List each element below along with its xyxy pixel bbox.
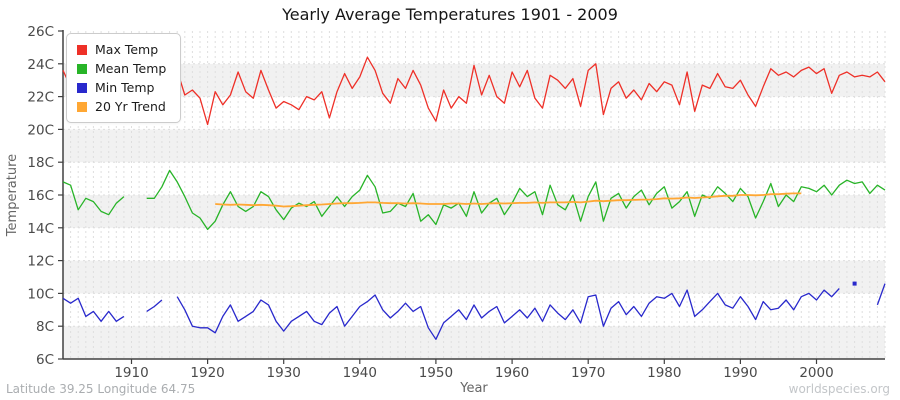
x-tick-label: 1910 <box>114 365 148 381</box>
x-tick-label: 1980 <box>647 365 681 381</box>
legend-item-20yr-trend: 20 Yr Trend <box>77 97 166 116</box>
legend-label-min-temp: Min Temp <box>95 80 155 95</box>
y-tick-label: 8C <box>36 319 54 335</box>
legend-label-20yr-trend: 20 Yr Trend <box>95 99 166 114</box>
x-tick-label: 1920 <box>190 365 224 381</box>
x-tick-label: 1930 <box>267 365 301 381</box>
x-tick-label: 1970 <box>571 365 605 381</box>
y-tick-label: 26C <box>27 24 54 40</box>
legend-swatch-max-temp-icon <box>77 44 87 55</box>
y-tick-label: 22C <box>27 90 54 106</box>
y-tick-label: 10C <box>27 286 54 302</box>
plot-band <box>63 227 885 261</box>
legend: Max Temp Mean Temp Min Temp 20 Yr Trend <box>66 33 182 123</box>
chart-title: Yearly Average Temperatures 1901 - 2009 <box>282 5 618 24</box>
series-line-min-temp <box>146 299 163 312</box>
y-tick-label: 14C <box>27 221 54 237</box>
y-tick-label: 20C <box>27 122 54 138</box>
legend-item-max-temp: Max Temp <box>77 40 166 59</box>
series-line-trend-20yr <box>215 192 802 208</box>
legend-item-mean-temp: Mean Temp <box>77 59 166 78</box>
plot-band <box>63 293 885 327</box>
y-tick-label: 6C <box>36 352 54 368</box>
x-tick-label: 1990 <box>723 365 757 381</box>
series-line-min-temp <box>876 283 886 306</box>
y-tick-label: 12C <box>27 254 54 270</box>
legend-label-mean-temp: Mean Temp <box>95 61 167 76</box>
series-line-max-temp <box>146 56 886 126</box>
x-tick-label: 2000 <box>799 365 833 381</box>
y-tick-label: 24C <box>27 57 54 73</box>
series-line-mean-temp <box>146 169 886 231</box>
series-line-mean-temp <box>62 181 125 216</box>
legend-swatch-min-temp-icon <box>77 82 87 93</box>
legend-swatch-20yr-trend-icon <box>77 101 87 112</box>
series-point-min-temp <box>852 281 857 286</box>
y-axis-title: Temperature <box>5 153 20 237</box>
y-tick-label: 18C <box>27 155 54 171</box>
series-line-min-temp <box>62 297 125 322</box>
x-tick-label: 1960 <box>495 365 529 381</box>
y-tick-label: 16C <box>27 188 54 204</box>
location-caption: Latitude 39.25 Longitude 64.75 <box>6 382 196 396</box>
watermark: worldspecies.org <box>788 382 890 396</box>
series-line-min-temp <box>176 288 840 340</box>
legend-swatch-mean-temp-icon <box>77 63 87 74</box>
x-tick-label: 1950 <box>419 365 453 381</box>
legend-item-min-temp: Min Temp <box>77 78 166 97</box>
legend-label-max-temp: Max Temp <box>95 42 159 57</box>
x-tick-label: 1940 <box>343 365 377 381</box>
x-axis-title: Year <box>460 381 488 396</box>
